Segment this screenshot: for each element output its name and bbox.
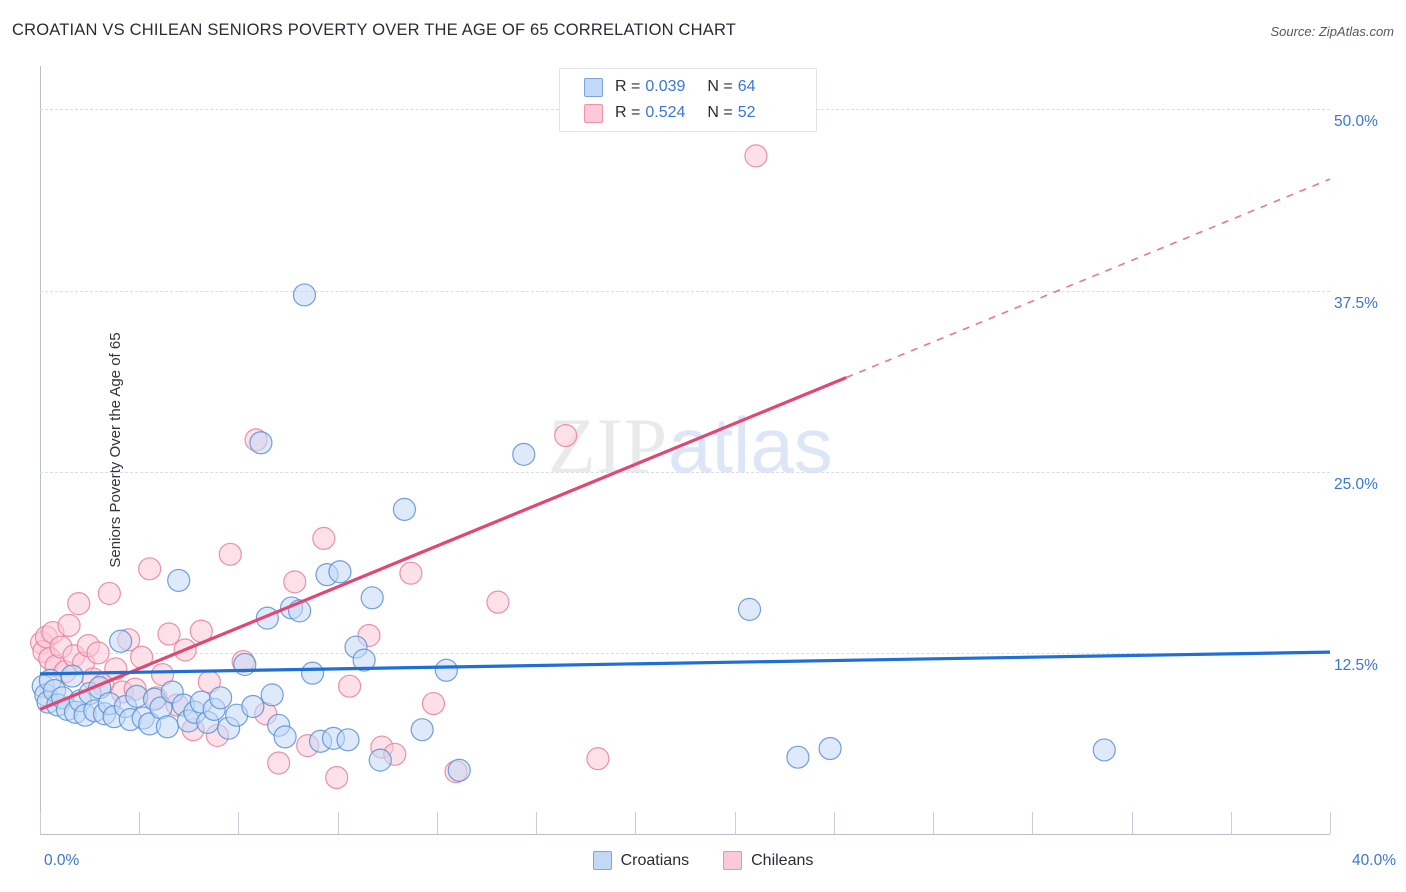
legend-n-label-pink: N = — [707, 104, 733, 121]
series-legend: Croatians Chileans — [0, 851, 1406, 870]
scatter-point — [97, 581, 121, 606]
legend-n-value-pink: 52 — [737, 104, 756, 121]
trend-lines — [39, 178, 1331, 711]
y-axis-line — [40, 66, 41, 834]
scatter-point — [328, 560, 352, 584]
scatter-point — [218, 542, 242, 566]
scatter-point — [786, 745, 810, 769]
chileans-trend-line — [39, 376, 847, 711]
page-title: CROATIAN VS CHILEAN SENIORS POVERTY OVER… — [12, 21, 737, 39]
scatter-point — [336, 728, 360, 752]
y-axis-tick-label: 12.5% — [1334, 656, 1378, 674]
scatter-point — [209, 686, 233, 710]
scatter-point — [312, 526, 336, 550]
scatter-point — [283, 570, 307, 594]
source-attribution: Source: ZipAtlas.com — [1270, 24, 1394, 39]
x-axis-tick — [40, 812, 41, 834]
scatter-point — [421, 691, 446, 716]
scatter-point — [737, 597, 762, 622]
scatter-point — [447, 758, 471, 782]
x-axis-max-label: 40.0% — [1352, 852, 1396, 869]
series-legend-item-croatians[interactable]: Croatians — [592, 851, 690, 870]
series-legend-item-chileans[interactable]: Chileans — [723, 851, 813, 870]
scatter-point — [249, 431, 273, 455]
scatter-point — [67, 591, 91, 616]
series-label-croatians: Croatians — [620, 851, 690, 869]
series-swatch-croatians — [592, 851, 612, 870]
x-axis-tick — [933, 812, 935, 834]
scatter-point — [744, 144, 768, 168]
x-axis-tick — [1032, 812, 1034, 834]
gridline — [40, 652, 1330, 654]
scatter-point — [167, 568, 191, 593]
series-swatch-chileans — [723, 851, 743, 870]
scatter-point — [434, 658, 458, 682]
x-axis-tick — [536, 812, 538, 834]
scatter-point — [60, 664, 84, 688]
legend-r-label-blue: R = — [615, 78, 641, 95]
x-axis-tick — [833, 812, 835, 834]
x-axis-tick — [139, 812, 141, 834]
scatter-point — [138, 557, 162, 581]
x-axis-line — [40, 834, 1330, 835]
scatter-point — [300, 661, 325, 685]
scatter-point — [241, 694, 265, 719]
scatter-point — [157, 622, 181, 646]
legend-n-label-blue: N = — [707, 78, 733, 95]
scatter-point — [486, 590, 510, 614]
scatter-point — [325, 765, 349, 790]
scatter-point — [273, 725, 297, 749]
scatter-point — [554, 423, 578, 448]
scatter-point — [338, 674, 362, 698]
legend-r-value-pink: 0.524 — [645, 104, 686, 121]
scatter-point — [410, 718, 434, 742]
x-axis-tick — [337, 812, 339, 834]
gridline — [40, 290, 1330, 292]
x-axis-tick — [734, 812, 736, 834]
scatter-point — [392, 497, 417, 522]
legend-n-value-blue: 64 — [737, 78, 756, 95]
legend-r-label-pink: R = — [615, 104, 641, 121]
scatter-point — [260, 683, 284, 707]
x-axis-tick — [635, 812, 637, 834]
correlation-legend: R = 0.039 N = 64 R = 0.524 N = 52 — [559, 68, 817, 132]
scatter-point — [267, 751, 291, 775]
x-axis-tick — [1131, 812, 1133, 834]
croatians-trend-line — [39, 650, 1331, 676]
scatter-point — [155, 715, 179, 739]
legend-swatch-blue — [584, 77, 603, 97]
x-axis-tick — [436, 812, 438, 834]
x-axis-tick — [1230, 812, 1232, 834]
scatter-point — [109, 629, 133, 653]
scatter-point — [512, 442, 536, 466]
gridline — [40, 471, 1330, 473]
croatians-points — [31, 283, 1116, 782]
legend-row-croatians: R = 0.039 N = 64 — [584, 74, 756, 100]
y-axis-tick-label: 25.0% — [1334, 475, 1378, 493]
y-axis-tick-label: 50.0% — [1334, 113, 1378, 131]
scatter-point — [1092, 738, 1116, 762]
scatter-point — [368, 748, 392, 772]
y-axis-tick-label: 37.5% — [1334, 294, 1378, 312]
scatter-point — [233, 652, 257, 677]
scatter-point — [86, 641, 110, 665]
scatter-point — [57, 613, 81, 637]
series-label-chileans: Chileans — [751, 851, 814, 869]
scatter-point — [292, 283, 317, 307]
legend-r-value-blue: 0.039 — [645, 78, 686, 95]
scatter-point — [818, 736, 842, 761]
chileans-trend-line-extension — [845, 178, 1331, 379]
legend-swatch-pink — [584, 103, 603, 123]
x-axis-tick — [1330, 812, 1331, 834]
scatter-point — [586, 747, 610, 771]
scatter-point — [352, 648, 376, 672]
x-axis-tick — [238, 812, 240, 834]
x-axis-min-label: 0.0% — [44, 852, 80, 869]
scatter-point — [399, 561, 423, 585]
scatter-point — [360, 586, 384, 610]
legend-row-chileans: R = 0.524 N = 52 — [584, 100, 756, 126]
